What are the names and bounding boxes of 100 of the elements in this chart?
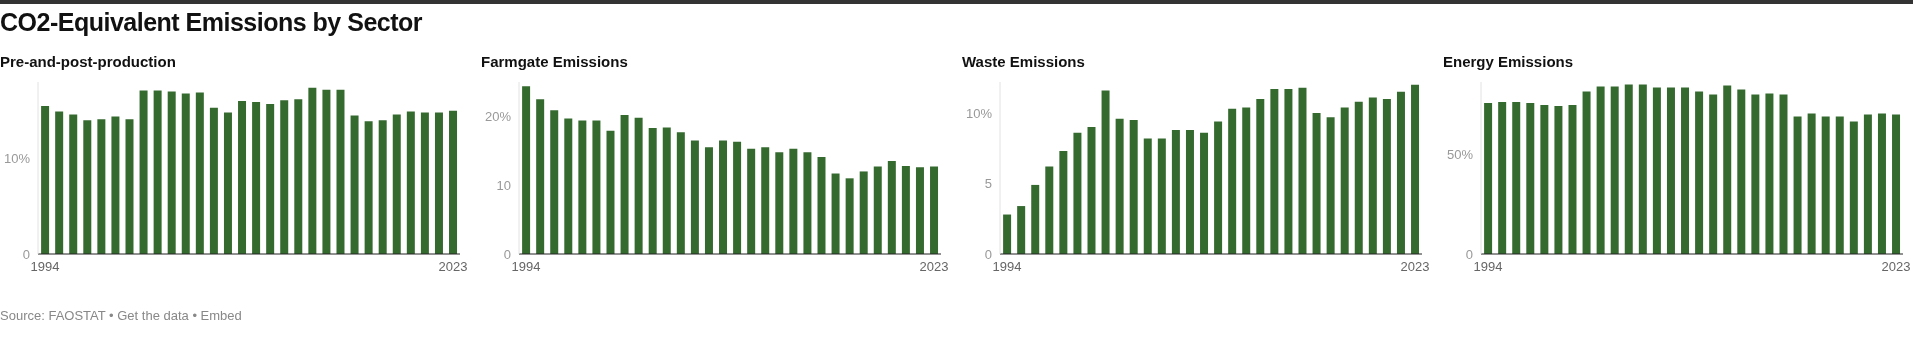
y-tick-label: 0 bbox=[1465, 246, 1473, 262]
bar bbox=[1610, 86, 1619, 254]
bar bbox=[364, 121, 373, 254]
bar bbox=[1835, 116, 1844, 254]
bar bbox=[1596, 86, 1605, 254]
bar bbox=[817, 156, 826, 254]
bar bbox=[1354, 101, 1363, 254]
bar bbox=[775, 152, 784, 254]
bar bbox=[1512, 102, 1521, 254]
bar bbox=[55, 111, 64, 254]
bar bbox=[634, 117, 643, 254]
bar bbox=[125, 119, 134, 254]
bar bbox=[915, 167, 924, 254]
y-tick-label: 10 bbox=[496, 177, 511, 193]
y-tick-label: 20% bbox=[484, 109, 512, 125]
bar bbox=[1143, 138, 1152, 254]
bar bbox=[1765, 93, 1774, 254]
bar bbox=[1737, 89, 1746, 254]
bar bbox=[620, 115, 629, 254]
bar bbox=[1256, 98, 1265, 254]
bar bbox=[536, 99, 545, 254]
bar bbox=[719, 140, 728, 254]
bar bbox=[1101, 90, 1110, 254]
bar bbox=[901, 165, 910, 254]
bar bbox=[1017, 206, 1026, 254]
bar bbox=[1568, 105, 1577, 254]
x-tick-label: 1994 bbox=[30, 259, 60, 275]
bar bbox=[1396, 91, 1405, 254]
bar bbox=[1411, 84, 1420, 254]
bar bbox=[1185, 129, 1194, 254]
bar bbox=[294, 99, 303, 254]
bar bbox=[252, 102, 261, 254]
bar bbox=[1059, 151, 1068, 254]
bar bbox=[803, 152, 812, 254]
bar bbox=[1695, 91, 1704, 254]
bar bbox=[449, 110, 458, 254]
bar bbox=[564, 118, 573, 254]
bar bbox=[1382, 98, 1391, 254]
y-tick-label: 0 bbox=[984, 246, 992, 262]
bar bbox=[1484, 103, 1493, 254]
bar bbox=[1214, 121, 1223, 254]
bar bbox=[704, 147, 713, 254]
bar bbox=[1242, 107, 1251, 254]
bar bbox=[41, 105, 50, 254]
x-tick-label: 1994 bbox=[511, 259, 541, 275]
y-tick-label: 0 bbox=[22, 246, 30, 262]
bar bbox=[238, 101, 247, 254]
bar bbox=[97, 119, 106, 254]
bar bbox=[887, 161, 896, 254]
bar bbox=[1284, 89, 1293, 254]
chart-subtitle: Waste Emissions bbox=[962, 53, 1086, 70]
bar bbox=[789, 148, 798, 254]
y-tick-label: 50% bbox=[1446, 146, 1474, 162]
bar bbox=[1807, 113, 1816, 254]
bar bbox=[1779, 94, 1788, 254]
bar bbox=[1863, 114, 1872, 254]
bar bbox=[181, 93, 190, 254]
chart-subtitle: Pre-and-post-production bbox=[0, 53, 177, 70]
bar bbox=[392, 114, 401, 254]
bar bbox=[1312, 113, 1321, 254]
bar bbox=[1892, 114, 1901, 254]
bar bbox=[648, 128, 657, 254]
bar bbox=[1157, 138, 1166, 254]
bar bbox=[873, 166, 882, 254]
bar bbox=[1368, 97, 1377, 254]
bar bbox=[1751, 94, 1760, 254]
bar bbox=[1115, 118, 1124, 254]
bar bbox=[1526, 103, 1535, 254]
bar bbox=[111, 116, 120, 254]
bar bbox=[139, 90, 148, 254]
y-tick-label: 5 bbox=[984, 176, 992, 192]
x-tick-label: 1994 bbox=[1473, 259, 1503, 275]
bar bbox=[1821, 116, 1830, 254]
bar bbox=[690, 140, 699, 254]
bar bbox=[420, 112, 429, 254]
bar bbox=[209, 107, 218, 254]
bar bbox=[1228, 108, 1237, 254]
bar bbox=[83, 120, 92, 254]
bar bbox=[69, 114, 78, 254]
bar bbox=[606, 130, 615, 254]
x-tick-label: 2023 bbox=[1400, 259, 1430, 275]
bar bbox=[1200, 132, 1209, 254]
x-tick-label: 1994 bbox=[992, 259, 1022, 275]
bar bbox=[280, 100, 289, 254]
bar bbox=[676, 132, 685, 254]
bar bbox=[1652, 87, 1661, 254]
x-tick-label: 2023 bbox=[1881, 259, 1911, 275]
bar bbox=[1087, 127, 1096, 254]
bar bbox=[1624, 84, 1633, 254]
bar bbox=[406, 111, 415, 254]
bar bbox=[1045, 166, 1054, 254]
bar bbox=[1340, 107, 1349, 254]
bar bbox=[167, 91, 176, 254]
bar bbox=[1709, 94, 1718, 254]
bar bbox=[859, 171, 868, 254]
bar bbox=[378, 120, 387, 254]
bar bbox=[1073, 132, 1082, 254]
bar bbox=[550, 110, 559, 254]
source-note: Source: FAOSTAT • Get the data • Embed bbox=[0, 308, 243, 323]
bar bbox=[1270, 89, 1279, 254]
